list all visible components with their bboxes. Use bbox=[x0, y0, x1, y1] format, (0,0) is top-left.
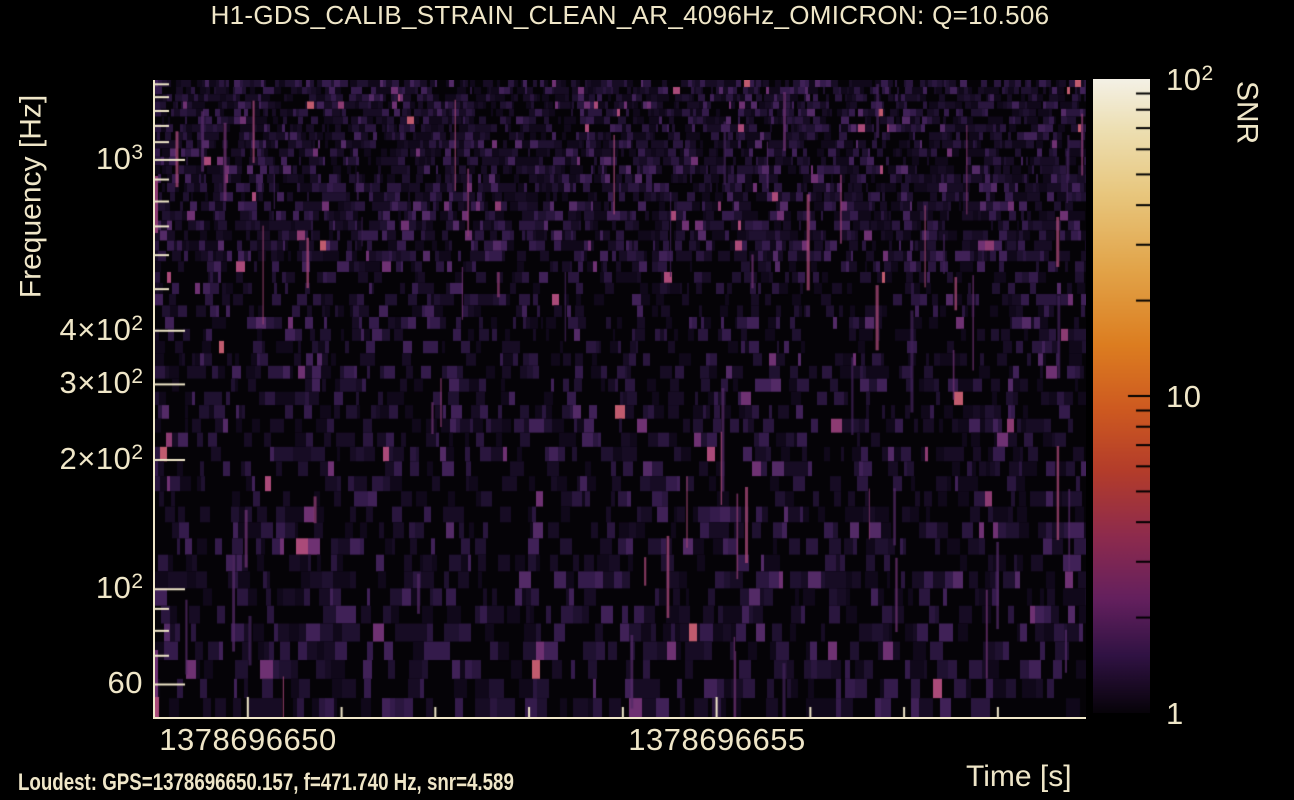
colorbar-tick-label: 1 bbox=[1166, 696, 1184, 731]
y-axis-tick-label: 3×102 bbox=[59, 365, 143, 400]
x-axis-title: Time [s] bbox=[966, 760, 1072, 793]
plot-title: H1-GDS_CALIB_STRAIN_CLEAN_AR_4096Hz_OMIC… bbox=[210, 0, 1050, 30]
colorbar-title: SNR bbox=[1230, 80, 1264, 145]
x-axis-tick-label: 1378696650 bbox=[159, 722, 337, 757]
x-axis-line bbox=[153, 717, 1086, 719]
colorbar-tick-label: 10 bbox=[1166, 379, 1202, 414]
loudest-event-annotation: Loudest: GPS=1378696650.157, f=471.740 H… bbox=[18, 769, 514, 796]
y-axis-tick-label: 60 bbox=[107, 665, 143, 700]
y-axis-title: Frequency [Hz] bbox=[14, 94, 48, 299]
y-axis-tick-label: 2×102 bbox=[59, 441, 143, 476]
colorbar-tick-label: 102 bbox=[1166, 62, 1214, 97]
spectrogram-canvas bbox=[155, 80, 1086, 717]
x-axis-tick-label: 1378696655 bbox=[628, 722, 806, 757]
y-axis-line bbox=[153, 80, 155, 719]
y-axis-tick-label: 102 bbox=[95, 570, 143, 605]
y-axis-tick-label: 4×102 bbox=[59, 312, 143, 347]
colorbar-canvas bbox=[1093, 79, 1150, 713]
y-axis-tick-label: 103 bbox=[95, 141, 143, 176]
